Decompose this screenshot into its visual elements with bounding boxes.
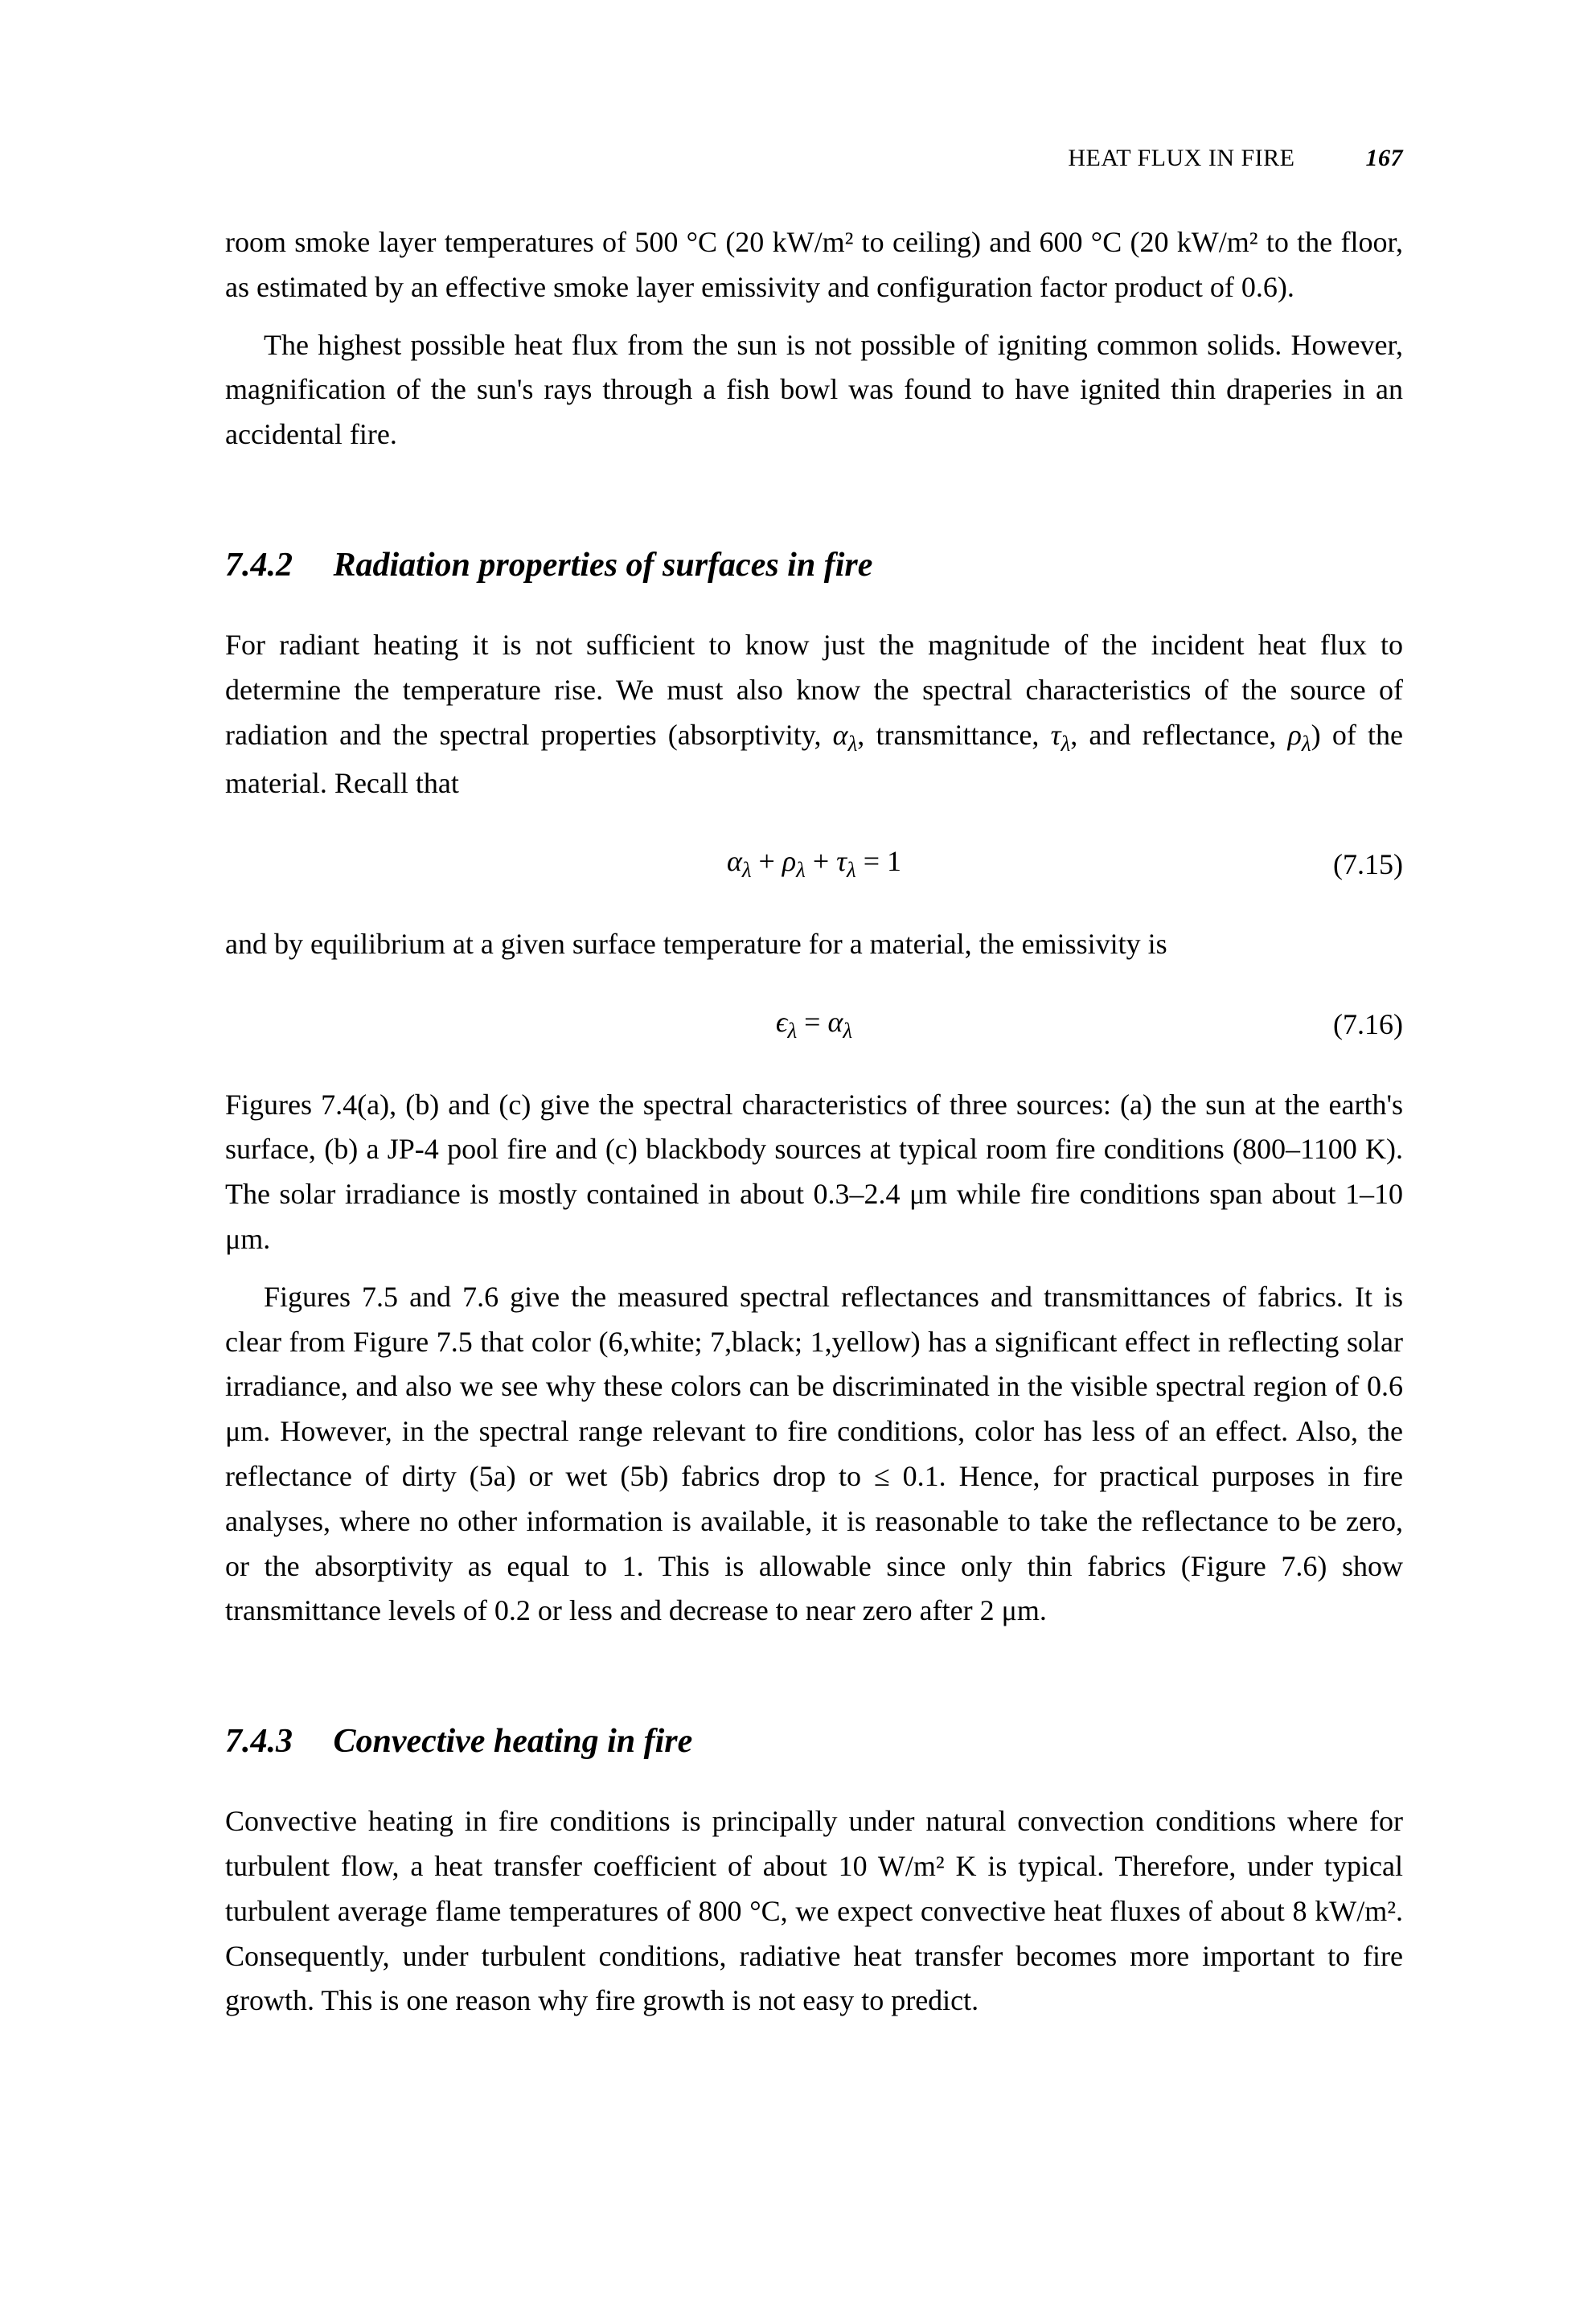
intro-paragraph-2: The highest possible heat flux from the … (225, 323, 1403, 457)
running-head: HEAT FLUX IN FIRE 167 (225, 145, 1403, 172)
section-title: Convective heating in fire (334, 1723, 693, 1760)
text-run: , and reflectance, (1070, 719, 1287, 751)
symbol-lambda-sub: λ (787, 1019, 797, 1044)
intro-paragraph-1: room smoke layer temperatures of 500 °C … (225, 220, 1403, 310)
equation-number: (7.16) (1333, 1007, 1403, 1041)
section-title: Radiation properties of surfaces in fire (334, 547, 873, 584)
equation-body: αλ + ρλ + τλ = 1 (727, 844, 901, 883)
symbol-alpha: α (833, 719, 848, 751)
symbol-alpha: α (827, 1006, 843, 1038)
equation-7-16: ϵλ = αλ (7.16) (225, 1005, 1403, 1044)
symbol-lambda-sub: λ (742, 859, 752, 883)
symbol-lambda-sub: λ (843, 1019, 852, 1044)
sec742-paragraph-4: Figures 7.5 and 7.6 give the measured sp… (225, 1275, 1403, 1634)
text-run: , transmittance, (857, 719, 1050, 751)
text-run: + (806, 845, 836, 877)
sec742-paragraph-3: Figures 7.4(a), (b) and (c) give the spe… (225, 1083, 1403, 1262)
section-number: 7.4.2 (225, 547, 293, 584)
text-run: + (752, 845, 782, 877)
equation-body: ϵλ = αλ (776, 1005, 852, 1044)
symbol-lambda-sub: λ (848, 732, 858, 756)
equation-7-15: αλ + ρλ + τλ = 1 (7.15) (225, 844, 1403, 883)
section-heading-742: 7.4.2 Radiation properties of surfaces i… (225, 546, 1403, 584)
symbol-rho: ρ (782, 845, 796, 877)
symbol-lambda-sub: λ (847, 859, 856, 883)
symbol-epsilon: ϵ (776, 1006, 788, 1038)
sec743-paragraph-1: Convective heating in fire conditions is… (225, 1799, 1403, 2024)
page-number: 167 (1366, 145, 1404, 171)
symbol-tau: τ (1051, 719, 1061, 751)
symbol-tau: τ (836, 845, 847, 877)
sec742-paragraph-2: and by equilibrium at a given surface te… (225, 922, 1403, 967)
symbol-rho: ρ (1288, 719, 1302, 751)
running-title: HEAT FLUX IN FIRE (1068, 145, 1294, 171)
sec742-paragraph-1: For radiant heating it is not sufficient… (225, 623, 1403, 806)
equation-number: (7.15) (1333, 847, 1403, 881)
symbol-lambda-sub: λ (796, 859, 806, 883)
symbol-alpha: α (727, 845, 742, 877)
symbol-lambda-sub: λ (1302, 732, 1311, 756)
section-number: 7.4.3 (225, 1723, 293, 1760)
section-heading-743: 7.4.3 Convective heating in fire (225, 1722, 1403, 1761)
symbol-lambda-sub: λ (1061, 732, 1070, 756)
text-run: = 1 (856, 845, 901, 877)
text-run: = (797, 1006, 827, 1038)
